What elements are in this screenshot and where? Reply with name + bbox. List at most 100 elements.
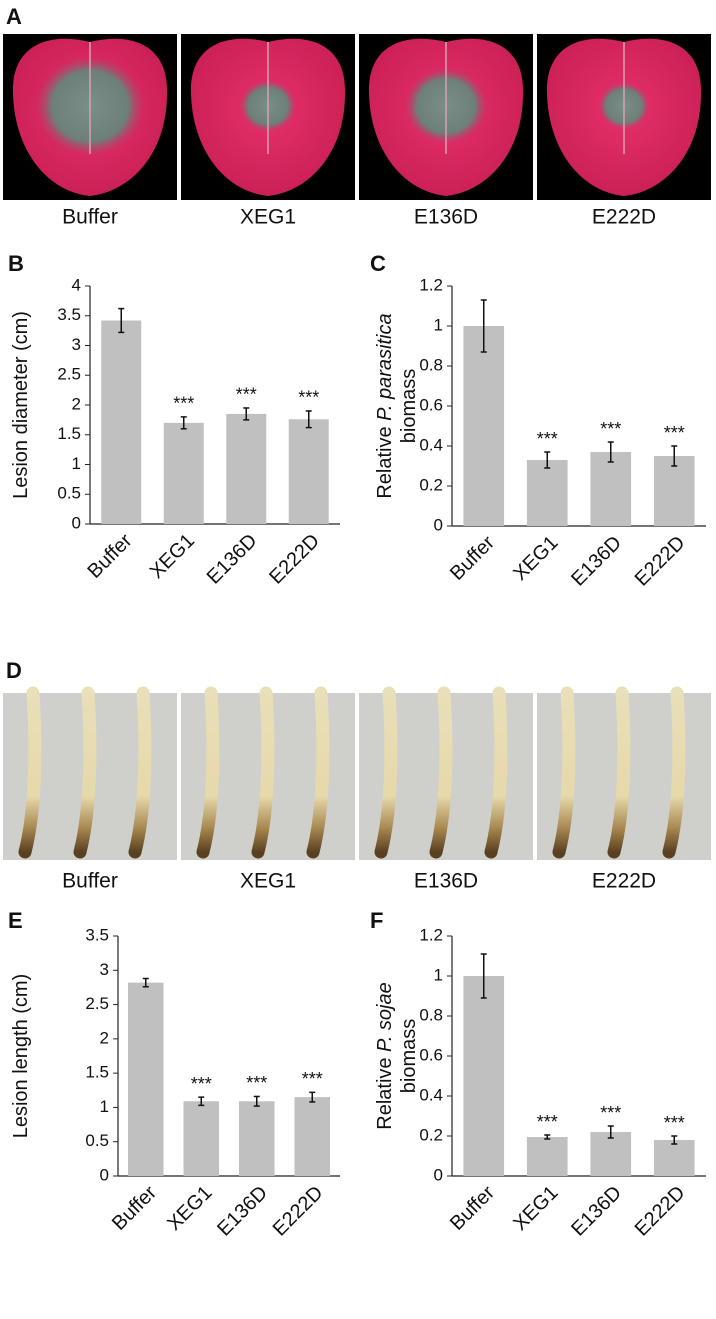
y-tick-label: 0 <box>100 1165 109 1184</box>
photo-label: XEG1 <box>240 870 296 893</box>
y-axis-label: Lesion diameter (cm) <box>10 311 32 499</box>
bar <box>101 320 142 524</box>
photo-label: E136D <box>414 870 478 893</box>
significance-label: *** <box>302 1069 323 1089</box>
y-tick-label: 1.2 <box>419 275 443 294</box>
root <box>73 686 97 859</box>
y-tick-label: 1 <box>100 1097 109 1116</box>
root <box>484 686 508 859</box>
root <box>196 686 220 859</box>
error-bar <box>607 1125 614 1139</box>
x-tick-label: E222D <box>631 532 690 591</box>
significance-label: *** <box>191 1074 212 1094</box>
y-tick-label: 4 <box>72 275 81 294</box>
y-tick-label: 1.5 <box>85 1063 109 1082</box>
x-tick-label: E136D <box>203 530 262 589</box>
error-bar <box>671 1135 678 1145</box>
y-tick-label: 0.2 <box>419 1125 443 1144</box>
y-axis-label: Relative P. sojae <box>374 982 396 1130</box>
significance-label: *** <box>600 1103 621 1123</box>
photo-label: E222D <box>592 206 656 229</box>
bar <box>463 976 505 1176</box>
y-tick-label: 0 <box>434 1165 443 1184</box>
y-axis-label-part: P. sojae <box>374 982 396 1052</box>
y-tick-label: 1 <box>434 965 443 984</box>
y-tick-label: 0.5 <box>57 484 81 503</box>
x-tick-label: Buffer <box>446 531 499 584</box>
bar <box>463 326 505 526</box>
root <box>662 686 686 859</box>
y-axis-label-part: Relative <box>374 1052 396 1130</box>
panel-letter: E <box>8 908 23 933</box>
x-tick-label: XEG1 <box>509 1182 562 1235</box>
bar <box>127 982 164 1176</box>
bar <box>526 1137 568 1176</box>
photo-label: Buffer <box>62 870 118 893</box>
bar <box>183 1101 220 1176</box>
panel-letter: B <box>8 251 24 276</box>
bar <box>288 419 329 524</box>
error-bar <box>180 416 187 430</box>
error-bar <box>142 977 149 988</box>
x-tick-label: E222D <box>269 1182 328 1241</box>
bar <box>226 413 267 524</box>
x-tick-label: Buffer <box>83 529 136 582</box>
y-tick-label: 0 <box>72 513 81 532</box>
bar <box>653 456 695 526</box>
y-tick-label: 0.5 <box>85 1131 109 1150</box>
error-bar <box>253 1095 260 1107</box>
significance-label: *** <box>600 419 621 439</box>
error-bar <box>480 299 487 353</box>
root <box>251 686 275 859</box>
significance-label: *** <box>298 388 319 408</box>
error-bar <box>671 445 678 467</box>
y-tick-label: 3.5 <box>57 305 81 324</box>
y-axis-label: biomass <box>398 369 420 443</box>
y-tick-label: 3 <box>72 335 81 354</box>
root <box>18 686 42 859</box>
x-tick-label: Buffer <box>446 1181 499 1234</box>
x-tick-label: E136D <box>567 532 626 591</box>
root <box>306 686 330 859</box>
error-bar <box>544 1134 551 1140</box>
y-tick-label: 2.5 <box>85 994 109 1013</box>
error-bar <box>480 953 487 999</box>
bar <box>294 1097 331 1176</box>
error-bar <box>607 441 614 463</box>
photo-label: E136D <box>414 206 478 229</box>
panel-letter: C <box>370 251 386 276</box>
y-axis-label: Relative P. parasitica <box>374 313 396 498</box>
error-bar <box>243 407 250 421</box>
panel-letter: F <box>370 908 383 933</box>
x-tick-label: E136D <box>213 1182 272 1241</box>
bar <box>590 452 632 526</box>
x-tick-label: XEG1 <box>509 532 562 585</box>
bar <box>590 1132 632 1176</box>
root <box>429 686 453 859</box>
y-axis-label-part: biomass <box>398 1019 420 1093</box>
root <box>552 686 576 859</box>
x-tick-label: E222D <box>631 1182 690 1241</box>
y-tick-label: 1 <box>72 454 81 473</box>
error-bar <box>544 451 551 469</box>
bar <box>163 422 204 524</box>
photo-label: Buffer <box>62 206 118 229</box>
y-tick-label: 0.4 <box>419 1085 443 1104</box>
x-tick-label: E222D <box>265 530 324 589</box>
y-axis-label-part: Relative <box>374 421 396 499</box>
panel-letter: A <box>6 4 22 29</box>
y-tick-label: 0.2 <box>419 475 443 494</box>
y-tick-label: 0.6 <box>419 395 443 414</box>
y-tick-label: 0 <box>434 515 443 534</box>
error-bar <box>305 410 312 429</box>
y-tick-label: 0.8 <box>419 1005 443 1024</box>
y-axis-label-part: Lesion length (cm) <box>10 974 32 1139</box>
x-tick-label: XEG1 <box>163 1182 216 1235</box>
y-tick-label: 1.5 <box>57 424 81 443</box>
significance-label: *** <box>236 385 257 405</box>
root <box>607 686 631 859</box>
root <box>374 686 398 859</box>
y-tick-label: 0.8 <box>419 355 443 374</box>
y-tick-label: 2.5 <box>57 365 81 384</box>
